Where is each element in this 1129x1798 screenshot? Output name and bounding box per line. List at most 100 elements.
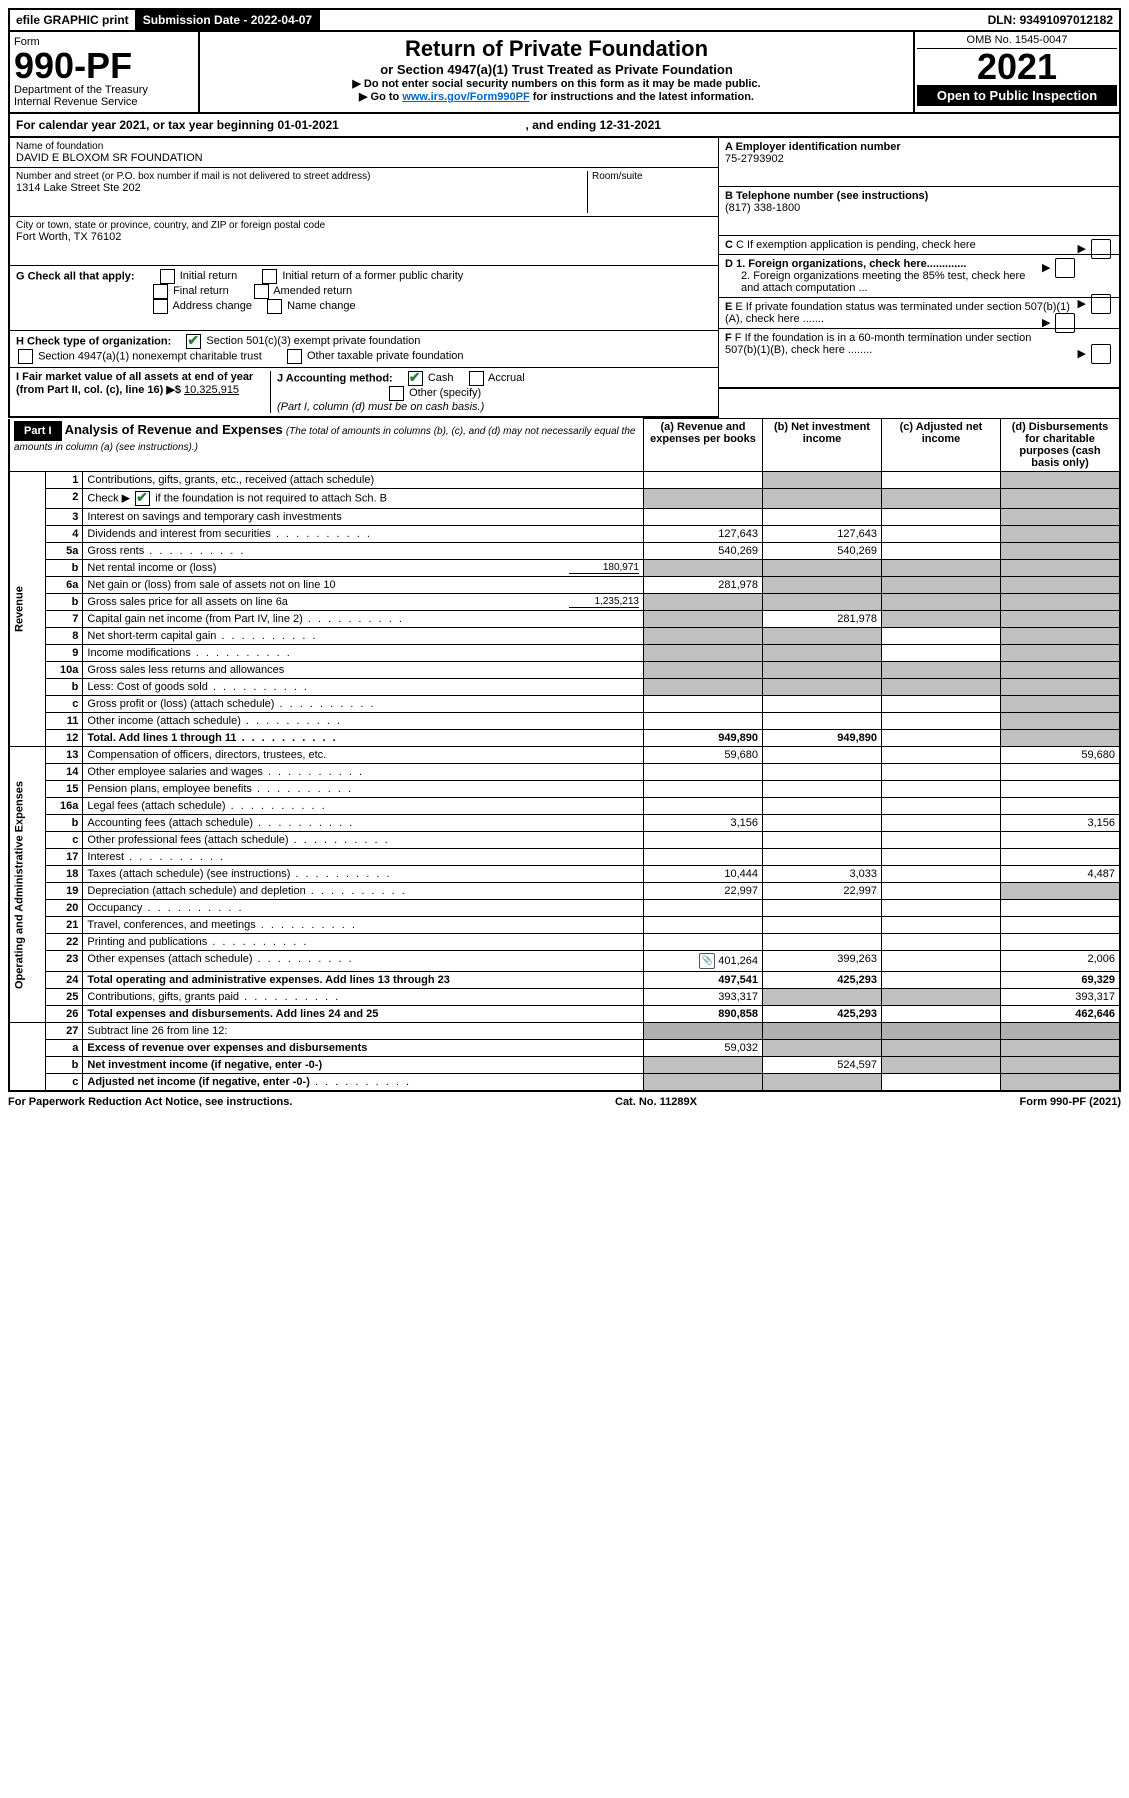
table-row: 11Other income (attach schedule) — [9, 713, 1120, 730]
checkbox-cash[interactable] — [408, 371, 423, 386]
checkbox-c[interactable] — [1091, 239, 1111, 259]
tax-year: 2021 — [917, 49, 1117, 85]
table-row: bNet rental income or (loss) 180,971 — [9, 560, 1120, 577]
efile-label: efile GRAPHIC print — [10, 10, 137, 30]
checkbox-other-method[interactable] — [389, 386, 404, 401]
open-inspection: Open to Public Inspection — [917, 85, 1117, 106]
note-link: ▶ Go to www.irs.gov/Form990PF for instru… — [210, 90, 903, 103]
table-row: cAdjusted net income (if negative, enter… — [9, 1074, 1120, 1092]
header-left: Form 990-PF Department of the Treasury I… — [10, 32, 200, 112]
form-subtitle: or Section 4947(a)(1) Trust Treated as P… — [210, 62, 903, 77]
calendar-year-row: For calendar year 2021, or tax year begi… — [8, 114, 1121, 138]
checkbox-initial-former[interactable] — [262, 269, 277, 284]
table-row: 7Capital gain net income (from Part IV, … — [9, 611, 1120, 628]
checkbox-accrual[interactable] — [469, 371, 484, 386]
table-row: 25Contributions, gifts, grants paid393,3… — [9, 989, 1120, 1006]
street-row: Number and street (or P.O. box number if… — [10, 168, 718, 217]
table-row: 3Interest on savings and temporary cash … — [9, 509, 1120, 526]
checkbox-final-return[interactable] — [153, 284, 168, 299]
table-row: 8Net short-term capital gain — [9, 628, 1120, 645]
table-row: cGross profit or (loss) (attach schedule… — [9, 696, 1120, 713]
col-c: (c) Adjusted net income — [882, 419, 1001, 472]
expenses-section-label: Operating and Administrative Expenses — [9, 747, 46, 1023]
table-row: 2 Check ▶ if the foundation is not requi… — [9, 489, 1120, 509]
submission-date: Submission Date - 2022-04-07 — [137, 10, 320, 30]
table-row: 17Interest — [9, 849, 1120, 866]
table-row: 19Depreciation (attach schedule) and dep… — [9, 883, 1120, 900]
d-cell: D 1. Foreign organizations, check here..… — [719, 255, 1119, 298]
checkbox-initial-return[interactable] — [160, 269, 175, 284]
checkbox-f[interactable] — [1091, 344, 1111, 364]
table-row: 4Dividends and interest from securities1… — [9, 526, 1120, 543]
table-row: 18Taxes (attach schedule) (see instructi… — [9, 866, 1120, 883]
table-row: 20Occupancy — [9, 900, 1120, 917]
checkbox-e[interactable] — [1055, 313, 1075, 333]
e-cell: E E If private foundation status was ter… — [719, 298, 1119, 329]
top-bar: efile GRAPHIC print Submission Date - 20… — [8, 8, 1121, 32]
c-cell: C C If exemption application is pending,… — [719, 236, 1119, 255]
dept: Department of the Treasury — [14, 84, 194, 96]
col-a: (a) Revenue and expenses per books — [644, 419, 763, 472]
table-row: 21Travel, conferences, and meetings — [9, 917, 1120, 934]
form-header: Form 990-PF Department of the Treasury I… — [8, 32, 1121, 114]
f-cell: F F If the foundation is in a 60-month t… — [719, 329, 1119, 389]
irs: Internal Revenue Service — [14, 96, 194, 108]
instructions-link[interactable]: www.irs.gov/Form990PF — [402, 91, 529, 103]
table-row: bLess: Cost of goods sold — [9, 679, 1120, 696]
checkbox-name-change[interactable] — [267, 299, 282, 314]
form-ref: Form 990-PF (2021) — [1020, 1096, 1121, 1108]
form-title: Return of Private Foundation — [210, 36, 903, 62]
phone-cell: B Telephone number (see instructions) (8… — [719, 187, 1119, 236]
checkbox-address-change[interactable] — [153, 299, 168, 314]
table-row: aExcess of revenue over expenses and dis… — [9, 1040, 1120, 1057]
table-row: bGross sales price for all assets on lin… — [9, 594, 1120, 611]
checkbox-501c3[interactable] — [186, 334, 201, 349]
table-row: 27Subtract line 26 from line 12: — [9, 1023, 1120, 1040]
table-row: 10aGross sales less returns and allowanc… — [9, 662, 1120, 679]
revenue-section-label: Revenue — [9, 472, 46, 747]
table-row: 15Pension plans, employee benefits — [9, 781, 1120, 798]
h-row: H Check type of organization: Section 50… — [10, 331, 718, 368]
foundation-name-cell: Name of foundation DAVID E BLOXOM SR FOU… — [10, 138, 718, 168]
col-b: (b) Net investment income — [763, 419, 882, 472]
footer: For Paperwork Reduction Act Notice, see … — [8, 1092, 1121, 1108]
table-row: 14Other employee salaries and wages — [9, 764, 1120, 781]
table-row: 12Total. Add lines 1 through 11949,89094… — [9, 730, 1120, 747]
header-right: OMB No. 1545-0047 2021 Open to Public In… — [915, 32, 1119, 112]
g-check-row: G Check all that apply: Initial return I… — [10, 266, 718, 331]
part1-label: Part I — [14, 421, 62, 441]
city-row: City or town, state or province, country… — [10, 217, 718, 266]
table-row: bAccounting fees (attach schedule)3,1563… — [9, 815, 1120, 832]
header-center: Return of Private Foundation or Section … — [200, 32, 915, 112]
table-row: 24Total operating and administrative exp… — [9, 972, 1120, 989]
checkbox-4947[interactable] — [18, 349, 33, 364]
table-row: 5aGross rents540,269540,269 — [9, 543, 1120, 560]
table-row: Operating and Administrative Expenses 13… — [9, 747, 1120, 764]
dln: DLN: 93491097012182 — [982, 10, 1119, 30]
ein-cell: A Employer identification number 75-2793… — [719, 138, 1119, 187]
attachment-icon[interactable]: 📎 — [699, 953, 715, 969]
table-row: 22Printing and publications — [9, 934, 1120, 951]
checkbox-d2[interactable] — [1091, 294, 1111, 314]
table-row: 9Income modifications — [9, 645, 1120, 662]
fmv-value: 10,325,915 — [184, 384, 239, 396]
entity-info: Name of foundation DAVID E BLOXOM SR FOU… — [8, 138, 1121, 418]
table-row: 6aNet gain or (loss) from sale of assets… — [9, 577, 1120, 594]
col-d: (d) Disbursements for charitable purpose… — [1001, 419, 1121, 472]
table-row: cOther professional fees (attach schedul… — [9, 832, 1120, 849]
checkbox-other-taxable[interactable] — [287, 349, 302, 364]
table-row: 26Total expenses and disbursements. Add … — [9, 1006, 1120, 1023]
cat-no: Cat. No. 11289X — [615, 1096, 697, 1108]
part1-table: Part I Analysis of Revenue and Expenses … — [8, 418, 1121, 1092]
checkbox-schb[interactable] — [135, 491, 150, 506]
note-ssn: ▶ Do not enter social security numbers o… — [210, 77, 903, 90]
table-row: 16aLegal fees (attach schedule) — [9, 798, 1120, 815]
table-row: 23Other expenses (attach schedule)📎 401,… — [9, 951, 1120, 972]
table-row: Revenue 1 Contributions, gifts, grants, … — [9, 472, 1120, 489]
form-number: 990-PF — [14, 48, 194, 84]
checkbox-amended[interactable] — [254, 284, 269, 299]
checkbox-d1[interactable] — [1055, 258, 1075, 278]
paperwork-notice: For Paperwork Reduction Act Notice, see … — [8, 1096, 292, 1108]
table-row: bNet investment income (if negative, ent… — [9, 1057, 1120, 1074]
i-j-row: I Fair market value of all assets at end… — [10, 368, 718, 418]
